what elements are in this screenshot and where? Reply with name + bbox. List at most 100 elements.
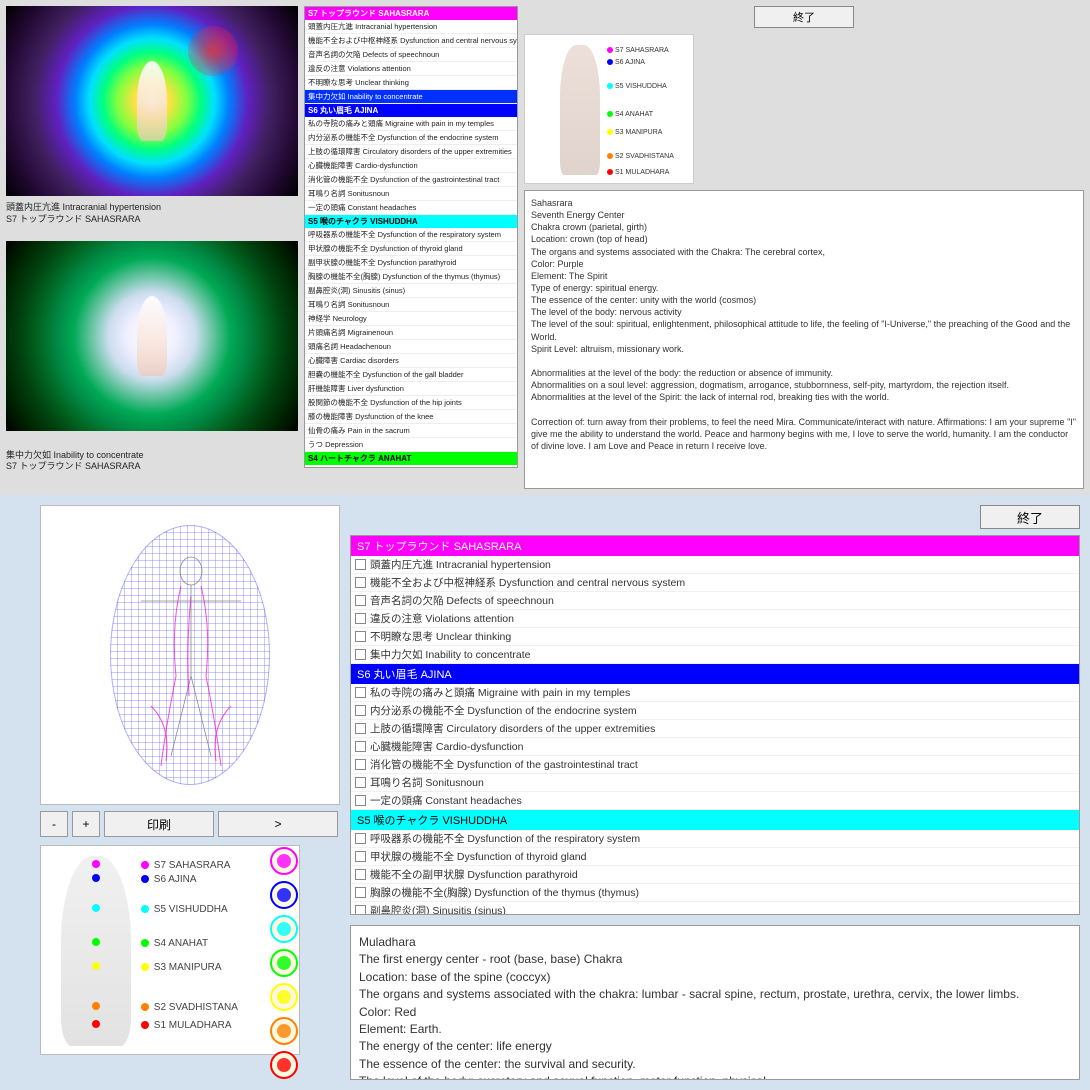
list-item-highlighted[interactable]: 集中力欠如 Inability to concentrate <box>305 90 517 104</box>
checkbox[interactable] <box>355 795 366 806</box>
checkbox[interactable] <box>355 777 366 788</box>
list-item[interactable]: 頭蓋内圧亢進 Intracranial hypertension <box>351 556 1079 574</box>
checkbox[interactable] <box>355 595 366 606</box>
list-header-s6[interactable]: S6 丸い眉毛 AJINA <box>351 664 1079 684</box>
list-header-s5[interactable]: S5 喉のチャクラ VISHUDDHA <box>305 215 517 228</box>
chakra-symbol-s3[interactable] <box>270 983 298 1011</box>
caption-2-line1: 集中力欠如 Inability to concentrate <box>6 450 144 462</box>
list-item[interactable]: 呼吸器系の機能不全 Dysfunction of the respiratory… <box>351 830 1079 848</box>
list-item[interactable]: 内分泌系の機能不全 Dysfunction of the endocrine s… <box>305 131 517 145</box>
list-item[interactable]: 甲状腺の機能不全 Dysfunction of thyroid gland <box>351 848 1079 866</box>
chakra-symbol-s5[interactable] <box>270 915 298 943</box>
chakra-symbol-s7[interactable] <box>270 847 298 875</box>
chakra-info-text-bot[interactable]: MuladharaThe first energy center - root … <box>350 925 1080 1080</box>
list-item[interactable]: 頭蓋内圧亢進 Intracranial hypertension <box>305 20 517 34</box>
list-item[interactable]: 機能不全および中枢神経系 Dysfunction and central ner… <box>351 574 1079 592</box>
list-item[interactable]: 消化管の機能不全 Dysfunction of the gastrointest… <box>305 173 517 187</box>
checkbox[interactable] <box>355 905 366 915</box>
caption-1: 頭蓋内圧亢進 Intracranial hypertension S7 トップラ… <box>6 202 298 225</box>
wireframe-body-view[interactable] <box>40 505 340 805</box>
checkbox[interactable] <box>355 631 366 642</box>
list-item[interactable]: 副鼻腔炎(洞) Sinusitis (sinus) <box>351 902 1079 915</box>
list-item[interactable]: 一定の頭痛 Constant headaches <box>305 201 517 215</box>
next-button[interactable]: > <box>218 811 338 837</box>
checkbox[interactable] <box>355 759 366 770</box>
list-item[interactable]: 心臓機能障害 Cardio-dysfunction <box>351 738 1079 756</box>
list-item[interactable]: 一定の頭痛 Constant headaches <box>351 792 1079 810</box>
chakra-symbol-s4[interactable] <box>270 949 298 977</box>
list-item[interactable]: 胸腺の機能不全(胸腺) Dysfunction of the thymus (t… <box>305 270 517 284</box>
checkbox[interactable] <box>355 559 366 570</box>
list-item[interactable]: 呼吸器系の機能不全 Dysfunction of the respiratory… <box>305 228 517 242</box>
chakra-info-text[interactable]: SahasraraSeventh Energy CenterChakra cro… <box>524 190 1084 489</box>
list-item[interactable]: 心機能不全 Cardiac dysfunction <box>305 465 517 468</box>
list-item[interactable]: 違反の注意 Violations attention <box>305 62 517 76</box>
condition-list-bot[interactable]: S7 トップラウンド SAHASRARA頭蓋内圧亢進 Intracranial … <box>350 535 1080 915</box>
list-item[interactable]: 私の寺院の痛みと頭痛 Migraine with pain in my temp… <box>351 684 1079 702</box>
list-item[interactable]: 不明瞭な思考 Unclear thinking <box>305 76 517 90</box>
list-item[interactable]: 副甲状腺の機能不全 Dysfunction parathyroid <box>305 256 517 270</box>
list-item[interactable]: 集中力欠如 Inability to concentrate <box>351 646 1079 664</box>
chakra-label-s5: S5 VISHUDDHA <box>607 83 667 90</box>
list-item[interactable]: 音声名詞の欠陥 Defects of speechnoun <box>351 592 1079 610</box>
list-item[interactable]: 上肢の循環障害 Circulatory disorders of the upp… <box>351 720 1079 738</box>
checkbox[interactable] <box>355 577 366 588</box>
checkbox[interactable] <box>355 649 366 660</box>
end-button-top[interactable]: 終了 <box>754 6 854 28</box>
list-item[interactable]: 消化管の機能不全 Dysfunction of the gastrointest… <box>351 756 1079 774</box>
list-header-s4[interactable]: S4 ハートチャクラ ANAHAT <box>305 452 517 465</box>
list-item[interactable]: 膝の機能障害 Dysfunction of the knee <box>305 410 517 424</box>
list-item[interactable]: 心臓障害 Cardiac disorders <box>305 354 517 368</box>
checkbox[interactable] <box>355 613 366 624</box>
chakra-symbol-s2[interactable] <box>270 1017 298 1045</box>
list-item[interactable]: 股関節の機能不全 Dysfunction of the hip joints <box>305 396 517 410</box>
list-item-label: 一定の頭痛 Constant headaches <box>370 793 522 808</box>
chakra-symbol-s6[interactable] <box>270 881 298 909</box>
list-item[interactable]: 機能不全の副甲状腺 Dysfunction parathyroid <box>351 866 1079 884</box>
checkbox[interactable] <box>355 869 366 880</box>
list-item[interactable]: 内分泌系の機能不全 Dysfunction of the endocrine s… <box>351 702 1079 720</box>
list-item[interactable]: 胸腺の機能不全(胸腺) Dysfunction of the thymus (t… <box>351 884 1079 902</box>
checkbox[interactable] <box>355 687 366 698</box>
list-item[interactable]: 副鼻腔炎(洞) Sinusitis (sinus) <box>305 284 517 298</box>
list-item[interactable]: 心臓機能障害 Cardio-dysfunction <box>305 159 517 173</box>
chakra-symbol-s1[interactable] <box>270 1051 298 1079</box>
chakra-label-s3: S3 MANIPURA <box>607 129 662 136</box>
list-item[interactable]: 不明瞭な思考 Unclear thinking <box>351 628 1079 646</box>
list-item[interactable]: 耳鳴り名詞 Sonitusnoun <box>305 298 517 312</box>
print-button[interactable]: 印刷 <box>104 811 214 837</box>
condition-list[interactable]: S7 トップラウンド SAHASRARA頭蓋内圧亢進 Intracranial … <box>304 6 518 468</box>
checkbox[interactable] <box>355 887 366 898</box>
list-item[interactable]: 頭痛名詞 Headachenoun <box>305 340 517 354</box>
checkbox[interactable] <box>355 705 366 716</box>
list-item[interactable]: 機能不全および中枢神経系 Dysfunction and central ner… <box>305 34 517 48</box>
list-header-s7[interactable]: S7 トップラウンド SAHASRARA <box>351 536 1079 556</box>
checkbox[interactable] <box>355 833 366 844</box>
list-item[interactable]: 神経学 Neurology <box>305 312 517 326</box>
list-header-s6[interactable]: S6 丸い眉毛 AJINA <box>305 104 517 117</box>
list-item[interactable]: 肝機能障害 Liver dysfunction <box>305 382 517 396</box>
list-item[interactable]: 甲状腺の機能不全 Dysfunction of thyroid gland <box>305 242 517 256</box>
end-button-bot[interactable]: 終了 <box>980 505 1080 529</box>
list-header-s7[interactable]: S7 トップラウンド SAHASRARA <box>305 7 517 20</box>
checkbox[interactable] <box>355 741 366 752</box>
chakra-dot-icon <box>607 111 613 117</box>
checkbox[interactable] <box>355 723 366 734</box>
list-item[interactable]: 胆嚢の機能不全 Dysfunction of the gall bladder <box>305 368 517 382</box>
list-item[interactable]: 違反の注意 Violations attention <box>351 610 1079 628</box>
chakra-point-s7 <box>92 860 100 868</box>
list-item[interactable]: 音声名詞の欠陥 Defects of speechnoun <box>305 48 517 62</box>
list-item[interactable]: 耳鳴り名詞 Sonitusnoun <box>305 187 517 201</box>
checkbox[interactable] <box>355 851 366 862</box>
list-header-s5[interactable]: S5 喉のチャクラ VISHUDDHA <box>351 810 1079 830</box>
list-item[interactable]: 上肢の循環障害 Circulatory disorders of the upp… <box>305 145 517 159</box>
list-item[interactable]: うつ Depression <box>305 438 517 452</box>
list-item[interactable]: 耳鳴り名詞 Sonitusnoun <box>351 774 1079 792</box>
list-item[interactable]: 私の寺院の痛みと頭痛 Migraine with pain in my temp… <box>305 117 517 131</box>
zoom-out-button[interactable]: - <box>40 811 68 837</box>
zoom-in-button[interactable]: + <box>72 811 100 837</box>
chakra-ref-label-s4: S4 ANAHAT <box>141 938 208 949</box>
list-item[interactable]: 片頭痛名詞 Migrainenoun <box>305 326 517 340</box>
list-item[interactable]: 仙骨の痛み Pain in the sacrum <box>305 424 517 438</box>
chakra-dot-icon <box>607 129 613 135</box>
